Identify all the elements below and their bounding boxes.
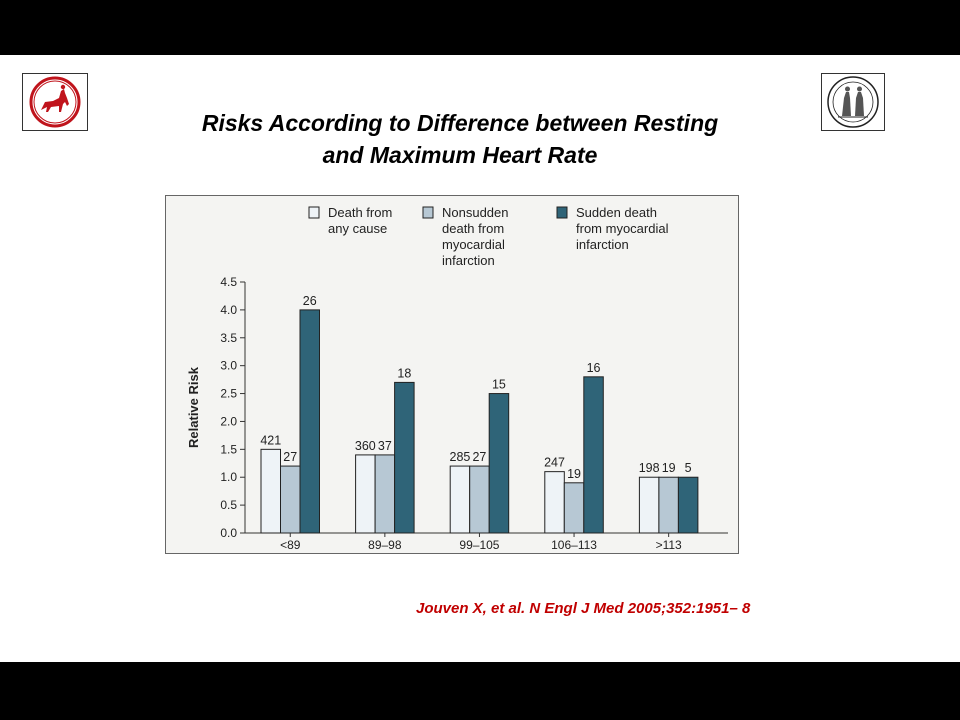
y-tick-label: 2.0 [220, 414, 237, 428]
data-label: 26 [303, 294, 317, 308]
legend-label: myocardial [442, 237, 505, 252]
slide: Risks According to Difference between Re… [0, 55, 960, 662]
bar-series3-3 [488, 393, 510, 534]
bar-series1-2 [355, 454, 376, 534]
x-tick-label: 99–105 [459, 538, 499, 552]
title-line-1: Risks According to Difference between Re… [201, 110, 719, 136]
bar-series2-4 [563, 482, 585, 534]
bar-series3-1 [299, 309, 320, 534]
bar-series3-2 [394, 381, 415, 534]
data-label: 421 [260, 433, 281, 447]
bar-series2-3 [469, 465, 490, 534]
bar-series2-5 [658, 476, 679, 534]
y-tick-label: 3.5 [220, 331, 237, 345]
bar-series2-1 [280, 465, 301, 534]
classical-figures-seal-icon [821, 73, 885, 131]
bar-series1-1 [260, 448, 281, 534]
bar-series1-4 [544, 471, 565, 534]
data-label: 247 [544, 456, 565, 470]
data-label: 15 [492, 378, 506, 392]
data-label: 18 [397, 366, 411, 380]
data-label: 19 [662, 461, 676, 475]
y-tick-label: 4.0 [220, 303, 237, 317]
data-label: 27 [472, 450, 486, 464]
y-tick-label: 0.0 [220, 526, 237, 540]
legend-swatch [556, 206, 568, 219]
legend-label: Nonsudden [442, 205, 509, 220]
y-tick-label: 4.5 [220, 275, 237, 289]
legend-swatch [422, 206, 434, 219]
bar-series3-4 [583, 376, 604, 534]
citation: Jouven X, et al. N Engl J Med 2005;352:1… [416, 600, 751, 617]
bar-series1-5 [638, 476, 660, 534]
bar-series1-3 [449, 465, 471, 534]
y-tick-label: 1.0 [220, 470, 237, 484]
x-tick-label: 89–98 [368, 538, 402, 552]
chart-svg: 0.0 0.5 1.0 1.5 2.0 2.5 3.0 3.5 4.0 4.5 Relative R… [186, 205, 728, 552]
data-label: 198 [639, 461, 660, 475]
legend-label: infarction [576, 237, 629, 252]
data-label: 5 [685, 461, 692, 475]
data-label: 360 [355, 439, 376, 453]
bar-series2-2 [374, 454, 396, 534]
data-label: 37 [378, 439, 392, 453]
legend-label: infarction [442, 253, 495, 268]
x-tick-label: >113 [656, 538, 682, 552]
legend-label: Sudden death [576, 205, 657, 220]
data-label: 27 [283, 450, 297, 464]
legend-label: any cause [328, 221, 387, 236]
centaur-emblem-icon [22, 73, 88, 131]
y-tick-label: 3.0 [220, 359, 237, 373]
x-tick-label: 106–113 [551, 538, 597, 552]
y-tick-label: 1.5 [220, 442, 237, 456]
data-label: 16 [587, 361, 601, 375]
data-label: 285 [450, 450, 471, 464]
y-axis-label: Relative Risk [186, 366, 201, 448]
data-label: 19 [567, 467, 581, 481]
x-tick-label: <89 [280, 538, 301, 552]
legend-swatch [308, 206, 320, 219]
bar-series3-5 [677, 476, 699, 534]
bar-chart: 0.0 0.5 1.0 1.5 2.0 2.5 3.0 3.5 4.0 4.5 Relative R… [165, 195, 739, 554]
legend-label: from myocardial [576, 221, 669, 236]
y-tick-label: 0.5 [220, 498, 237, 512]
slide-title: Risks According to Difference between Re… [150, 107, 770, 171]
legend-label: death from [442, 221, 504, 236]
y-tick-label: 2.5 [220, 387, 237, 401]
legend-label: Death from [328, 205, 392, 220]
title-line-2: and Maximum Heart Rate [322, 142, 598, 168]
